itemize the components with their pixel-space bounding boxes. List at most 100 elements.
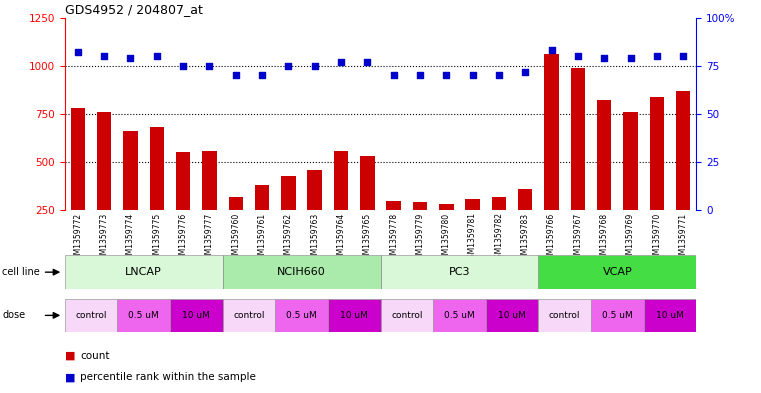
Text: 0.5 uM: 0.5 uM (286, 311, 317, 320)
Text: GSM1359762: GSM1359762 (284, 213, 293, 264)
Text: GSM1359776: GSM1359776 (179, 213, 188, 264)
Point (493, 72, 505, 79)
Text: dose: dose (2, 310, 25, 320)
Bar (591, 299, 644, 332)
Text: GSM1359775: GSM1359775 (152, 213, 161, 264)
Text: control: control (391, 311, 422, 320)
Text: cell line: cell line (2, 267, 40, 277)
Text: GSM1359761: GSM1359761 (257, 213, 266, 264)
Text: GSM1359772: GSM1359772 (73, 213, 82, 264)
Bar (170, 299, 223, 332)
Text: GSM1359779: GSM1359779 (416, 213, 425, 264)
Bar (228, 197, 243, 210)
Point (546, 47, 558, 53)
Text: 10 uM: 10 uM (183, 311, 210, 320)
Point (282, 62, 295, 69)
Bar (65, 299, 117, 332)
Bar (466, 199, 480, 210)
Bar (571, 68, 585, 210)
Point (361, 59, 374, 65)
Bar (223, 299, 275, 332)
Bar (380, 255, 539, 289)
Point (440, 72, 452, 79)
Text: control: control (549, 311, 581, 320)
Point (256, 72, 268, 79)
Text: GSM1359782: GSM1359782 (495, 213, 504, 263)
Text: GSM1359766: GSM1359766 (547, 213, 556, 264)
Text: LNCAP: LNCAP (126, 267, 162, 277)
Text: GDS4952 / 204807_at: GDS4952 / 204807_at (65, 4, 202, 17)
Bar (223, 255, 380, 289)
Point (519, 68, 531, 75)
Point (677, 53, 689, 59)
Text: GSM1359768: GSM1359768 (600, 213, 609, 264)
Text: ■: ■ (65, 372, 75, 382)
Bar (518, 189, 533, 210)
Bar (202, 151, 217, 210)
Point (230, 72, 242, 79)
Text: GSM1359774: GSM1359774 (126, 213, 135, 264)
Text: 0.5 uM: 0.5 uM (444, 311, 475, 320)
Bar (492, 197, 506, 210)
Text: NCIH660: NCIH660 (277, 267, 326, 277)
Bar (97, 112, 111, 210)
Bar (380, 299, 433, 332)
Point (309, 62, 321, 69)
Text: percentile rank within the sample: percentile rank within the sample (80, 372, 256, 382)
Text: GSM1359783: GSM1359783 (521, 213, 530, 264)
Bar (486, 299, 539, 332)
Bar (644, 299, 696, 332)
Bar (334, 151, 349, 210)
Bar (433, 299, 486, 332)
Bar (623, 112, 638, 210)
Text: GSM1359781: GSM1359781 (468, 213, 477, 263)
Bar (412, 202, 427, 210)
Text: GSM1359760: GSM1359760 (231, 213, 240, 264)
Point (598, 55, 610, 61)
Point (124, 55, 136, 61)
Bar (360, 156, 374, 210)
Text: GSM1359763: GSM1359763 (310, 213, 319, 264)
Point (203, 62, 215, 69)
Text: GSM1359773: GSM1359773 (100, 213, 109, 264)
Bar (150, 127, 164, 210)
Point (651, 53, 663, 59)
Point (177, 62, 189, 69)
Point (151, 53, 163, 59)
Point (98, 53, 110, 59)
Bar (71, 108, 85, 210)
Bar (123, 131, 138, 210)
Bar (176, 152, 190, 210)
Text: 10 uM: 10 uM (340, 311, 368, 320)
Text: 0.5 uM: 0.5 uM (602, 311, 632, 320)
Bar (597, 101, 611, 210)
Bar (650, 97, 664, 210)
Text: GSM1359769: GSM1359769 (626, 213, 635, 264)
Text: 10 uM: 10 uM (656, 311, 684, 320)
Text: PC3: PC3 (449, 267, 470, 277)
Text: GSM1359770: GSM1359770 (652, 213, 661, 264)
Text: GSM1359777: GSM1359777 (205, 213, 214, 264)
Text: GSM1359765: GSM1359765 (363, 213, 372, 264)
Point (572, 53, 584, 59)
Point (466, 72, 479, 79)
Text: GSM1359767: GSM1359767 (573, 213, 582, 264)
Text: VCAP: VCAP (603, 267, 632, 277)
Bar (328, 299, 380, 332)
Bar (281, 176, 295, 210)
Text: GSM1359764: GSM1359764 (336, 213, 345, 264)
Text: control: control (233, 311, 265, 320)
Text: count: count (80, 351, 110, 361)
Bar (387, 200, 401, 210)
Bar (539, 255, 696, 289)
Bar (676, 91, 690, 210)
Point (387, 72, 400, 79)
Text: GSM1359771: GSM1359771 (679, 213, 688, 264)
Bar (539, 299, 591, 332)
Text: 10 uM: 10 uM (498, 311, 526, 320)
Bar (117, 299, 170, 332)
Point (335, 59, 347, 65)
Text: control: control (75, 311, 107, 320)
Bar (275, 299, 328, 332)
Text: 0.5 uM: 0.5 uM (129, 311, 159, 320)
